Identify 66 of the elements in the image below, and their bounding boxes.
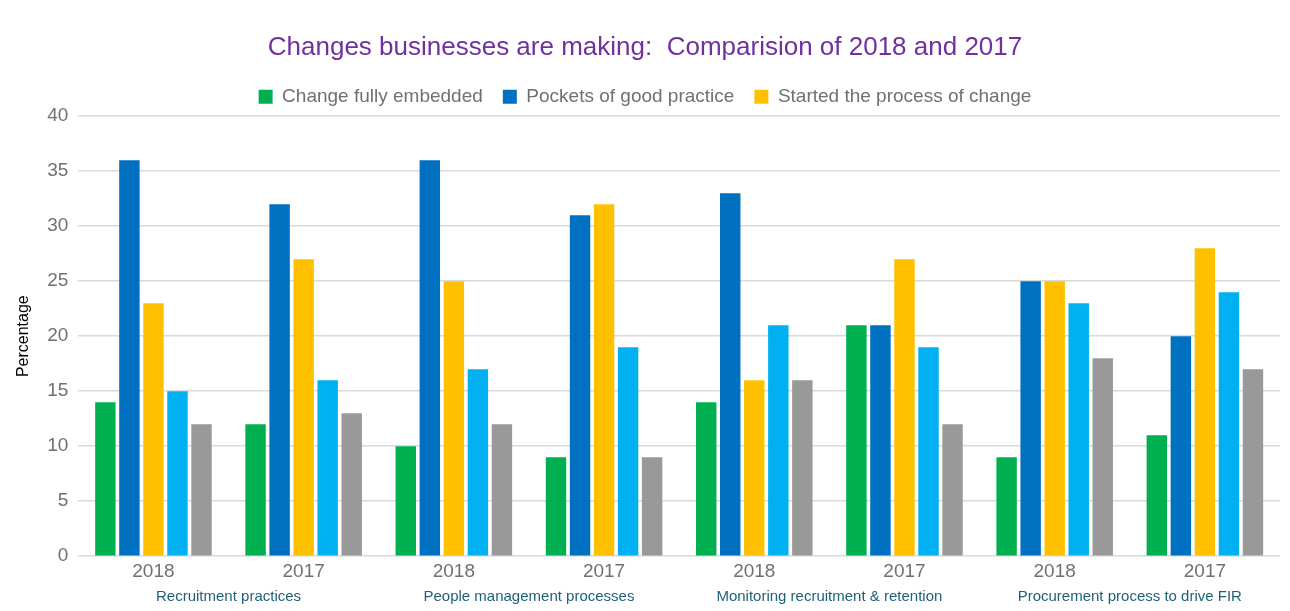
bar [744,380,765,556]
chart-title: Changes businesses are making: Comparision of 2018 and 2017 [267,30,1023,61]
bar [395,446,416,556]
y-tick-label: 10 [47,434,69,456]
bar [317,380,338,556]
bar [1044,281,1065,556]
bar [95,402,116,556]
bar [894,259,915,556]
x-tick-label: 2018 [733,559,776,581]
bar [695,402,717,556]
bar [1170,336,1192,556]
bar [1218,292,1240,556]
bar [792,380,813,556]
bar [143,303,164,556]
bar [167,391,188,556]
y-axis-title: Percentage [14,295,32,378]
y-tick-label: 40 [47,104,69,126]
x-tick-label: 2018 [1033,559,1076,581]
text: Monitoring recruitment & retention [716,586,943,604]
bar [1242,369,1264,556]
legend-label: Started the process of change [777,84,1032,106]
x-tick-label: 2017 [582,559,626,581]
bar [720,193,741,556]
x-tick-label: 2017 [1183,559,1227,581]
x-tick-label: 2018 [432,559,475,581]
bar [419,160,441,556]
legend-label: Change fully embedded [282,84,483,106]
bar [1146,435,1168,556]
bar [593,204,615,556]
bar [545,457,567,556]
bar [443,281,465,556]
bar [569,215,591,556]
text: People management processes [423,586,635,604]
bar [341,413,362,556]
bar [467,369,489,556]
y-tick-label: 20 [47,324,69,346]
bar [1068,303,1089,556]
text: Procurement process to drive FIR [1017,586,1243,604]
y-tick-label: 5 [57,489,69,511]
y-tick-label: 15 [47,379,69,401]
x-tick-label: 2018 [132,559,175,581]
bar [1020,281,1041,556]
bar [846,325,867,556]
bar [245,424,266,556]
bar [1194,248,1216,556]
bar [768,325,789,556]
y-tick-label: 30 [47,214,69,236]
bar [119,160,140,556]
bar [870,325,891,556]
bar [293,259,314,556]
x-tick-label: 2017 [282,559,325,581]
y-tick-label: 0 [57,544,69,566]
bar [641,457,663,556]
x-tick-label: 2017 [883,559,926,581]
legend-label: Pockets of good practice [526,84,735,106]
bar [942,424,963,556]
bar [269,204,290,556]
bar [191,424,212,556]
bar [491,424,513,556]
bar [1092,358,1113,556]
y-tick-label: 25 [47,269,69,291]
bar [918,347,939,556]
text: Recruitment practices [156,586,302,604]
bar [617,347,639,556]
y-tick-label: 35 [47,159,69,181]
bar [996,457,1017,556]
